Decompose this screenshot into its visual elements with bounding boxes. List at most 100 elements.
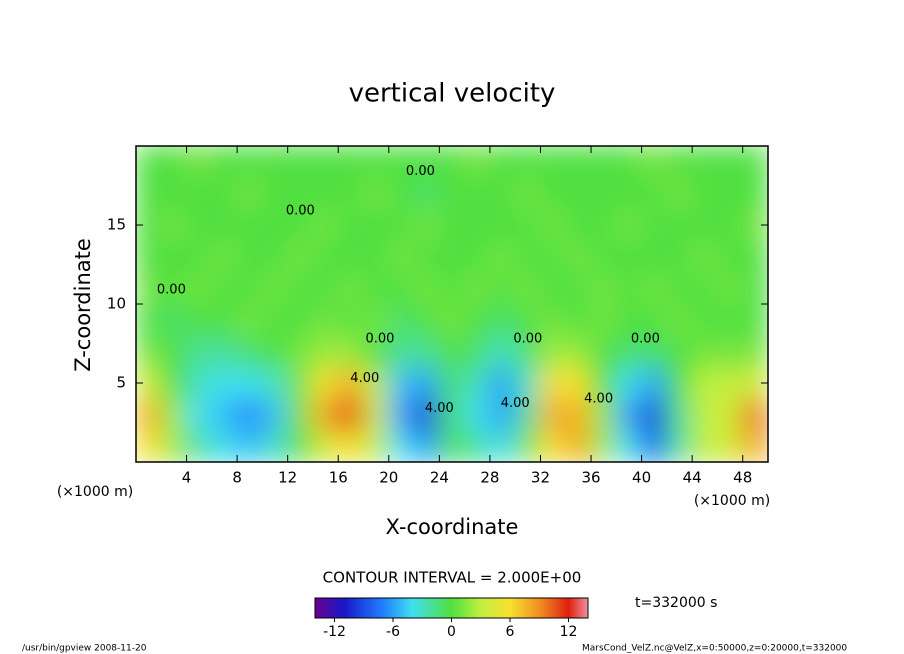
cell	[564, 334, 593, 369]
cell	[337, 334, 365, 369]
cell	[691, 429, 719, 462]
cell	[185, 146, 213, 179]
cell	[311, 366, 340, 400]
cell	[539, 271, 567, 305]
cell	[136, 429, 163, 462]
cell	[362, 397, 390, 432]
cell	[514, 208, 542, 242]
cell	[160, 176, 188, 211]
cell	[590, 176, 618, 211]
cell	[337, 397, 365, 432]
cell	[261, 176, 289, 211]
cell	[640, 397, 668, 432]
x-tick-label: 4	[182, 469, 192, 487]
cell	[438, 397, 466, 432]
contour-label: 4.00	[350, 371, 379, 386]
cell	[387, 271, 416, 305]
cell	[539, 429, 567, 462]
cell	[514, 334, 542, 369]
cell	[590, 397, 618, 432]
cell	[691, 366, 719, 400]
cell	[564, 429, 593, 462]
cell	[438, 271, 466, 305]
x-tick-label: 48	[733, 469, 752, 487]
cell	[590, 303, 618, 337]
cell	[539, 146, 567, 179]
cell	[337, 176, 365, 211]
colorbar-tick-label: 12	[560, 624, 578, 640]
cell	[261, 429, 289, 462]
cell	[488, 397, 517, 432]
cell	[387, 334, 416, 369]
cell	[488, 239, 517, 274]
cell	[438, 208, 466, 242]
cell	[691, 146, 719, 179]
cell	[691, 176, 719, 211]
cell	[488, 429, 517, 462]
cell	[311, 208, 340, 242]
cell	[640, 208, 668, 242]
cell	[564, 146, 593, 179]
cell	[691, 271, 719, 305]
cell	[640, 271, 668, 305]
cell	[665, 334, 694, 369]
x-tick-label: 40	[632, 469, 651, 487]
cell	[741, 303, 768, 337]
cell	[160, 397, 188, 432]
cell	[210, 271, 239, 305]
footer-left: /usr/bin/gpview 2008-11-20	[22, 644, 147, 654]
cell	[236, 429, 264, 462]
cell	[564, 239, 593, 274]
colorbar	[314, 597, 589, 619]
cell	[615, 397, 643, 432]
cell	[665, 146, 694, 179]
cell	[210, 303, 239, 337]
cell	[210, 208, 239, 242]
chart-title: vertical velocity	[349, 79, 556, 109]
x-tick-label: 16	[329, 469, 348, 487]
cell	[590, 429, 618, 462]
cell	[362, 271, 390, 305]
cell	[514, 397, 542, 432]
cell	[640, 176, 668, 211]
cell	[665, 303, 694, 337]
x-axis-label: X-coordinate	[386, 515, 519, 539]
cell	[413, 271, 441, 305]
cell	[286, 271, 314, 305]
cell	[210, 239, 239, 274]
cell	[741, 176, 768, 211]
cell	[210, 176, 239, 211]
contour-label: 0.00	[157, 282, 186, 297]
cell	[640, 334, 668, 369]
cell	[362, 366, 390, 400]
contour-label: 0.00	[631, 331, 660, 346]
cell	[716, 397, 744, 432]
cell	[286, 208, 314, 242]
cell	[337, 366, 365, 400]
cell	[136, 239, 163, 274]
cell	[691, 397, 719, 432]
cell	[337, 303, 365, 337]
cell	[311, 397, 340, 432]
contour-interval: CONTOUR INTERVAL = 2.000E+00	[323, 569, 582, 587]
cell	[438, 239, 466, 274]
cell	[210, 429, 239, 462]
cell	[539, 397, 567, 432]
contour-label: 0.00	[286, 203, 315, 218]
cell	[286, 303, 314, 337]
cell	[716, 303, 744, 337]
cell	[286, 334, 314, 369]
cell	[362, 429, 390, 462]
cell	[514, 146, 542, 179]
x-tick-label: 12	[278, 469, 297, 487]
cell	[160, 271, 188, 305]
x-tick-label: 44	[683, 469, 702, 487]
cell	[236, 366, 264, 400]
y-tick-label: 10	[107, 295, 126, 313]
cell	[438, 429, 466, 462]
contour-label: 0.00	[365, 331, 394, 346]
cell	[236, 334, 264, 369]
cell	[463, 397, 491, 432]
cell	[160, 429, 188, 462]
colorbar-tick-label: 0	[447, 624, 456, 640]
